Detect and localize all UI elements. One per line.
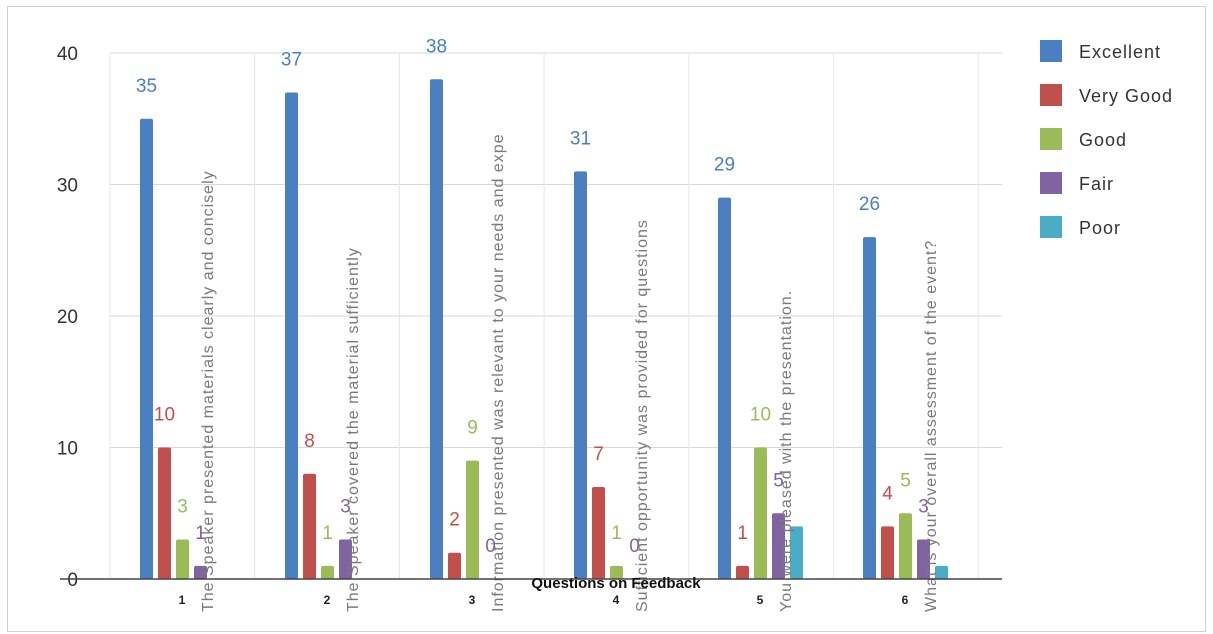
bar-good — [321, 565, 334, 579]
y-tick-label: 10 — [57, 439, 78, 460]
x-axis-label: Questions on Feedback — [531, 575, 701, 592]
data-label: 1 — [195, 523, 206, 544]
data-label: 9 — [467, 418, 478, 439]
data-label: 35 — [136, 76, 157, 97]
chart-frame — [7, 6, 1206, 632]
data-label: 7 — [593, 444, 604, 465]
data-label: 5 — [773, 470, 784, 491]
data-label: 3 — [177, 497, 188, 518]
data-label: 4 — [882, 483, 893, 504]
question-label: You were pleased with the presentation. — [778, 290, 795, 612]
bar-very-good — [158, 447, 171, 579]
data-label: 3 — [340, 497, 351, 518]
question-label: What is your overall assessment of the e… — [923, 240, 940, 612]
bar-good — [899, 513, 912, 579]
y-tick-label: 30 — [57, 176, 78, 197]
data-label: 1 — [737, 523, 748, 544]
bar-excellent — [718, 197, 731, 579]
bar-good — [754, 447, 767, 579]
legend-swatch — [1040, 84, 1062, 106]
data-label: 10 — [750, 405, 771, 426]
bar-fair — [772, 513, 785, 579]
question-label: The Speaker presented materials clearly … — [200, 170, 217, 612]
data-label: 37 — [281, 49, 302, 70]
data-label: 0 — [485, 536, 496, 557]
legend-swatch — [1040, 40, 1062, 62]
x-tick-label: 5 — [757, 593, 764, 607]
question-label: Information presented was relevant to yo… — [490, 133, 507, 612]
legend-swatch — [1040, 128, 1062, 150]
data-label: 29 — [714, 155, 735, 176]
data-label: 0 — [629, 536, 640, 557]
question-label: The Speaker covered the material suffici… — [345, 247, 362, 612]
legend-label: Poor — [1079, 218, 1121, 238]
bar-very-good — [448, 552, 461, 579]
data-label: 31 — [570, 128, 591, 149]
x-tick-label: 2 — [324, 593, 331, 607]
bar-fair — [194, 565, 207, 579]
x-tick-label: 3 — [469, 593, 476, 607]
y-tick-label: 20 — [57, 307, 78, 328]
bar-excellent — [430, 79, 443, 580]
legend-swatch — [1040, 216, 1062, 238]
bar-very-good — [881, 526, 894, 579]
x-tick-label: 1 — [179, 593, 186, 607]
data-label: 38 — [426, 36, 447, 57]
data-label: 2 — [449, 510, 460, 531]
y-tick-label: 40 — [57, 44, 78, 65]
bar-excellent — [863, 237, 876, 579]
bar-very-good — [303, 473, 316, 579]
data-label: 5 — [900, 470, 911, 491]
bar-excellent — [574, 171, 587, 579]
x-tick-label: 4 — [613, 593, 620, 607]
bar-fair — [339, 539, 352, 579]
question-label: Sufficient opportunity was provided for … — [634, 219, 651, 612]
legend-swatch — [1040, 172, 1062, 194]
data-label: 1 — [322, 523, 333, 544]
legend-label: Excellent — [1079, 42, 1161, 62]
data-label: 3 — [918, 497, 929, 518]
legend-label: Good — [1079, 130, 1127, 150]
y-tick-label: 0 — [67, 570, 78, 591]
data-label: 10 — [154, 405, 175, 426]
x-tick-label: 6 — [902, 593, 909, 607]
bar-poor — [935, 565, 948, 579]
bar-very-good — [736, 565, 749, 579]
legend-label: Very Good — [1079, 86, 1173, 106]
bar-fair — [917, 539, 930, 579]
data-label: 1 — [611, 523, 622, 544]
bar-excellent — [285, 92, 298, 579]
legend-label: Fair — [1079, 174, 1114, 194]
bar-very-good — [592, 486, 605, 579]
bar-good — [466, 460, 479, 579]
data-label: 8 — [304, 431, 315, 452]
data-label: 26 — [859, 194, 880, 215]
bar-excellent — [140, 118, 153, 579]
bar-poor — [790, 526, 803, 579]
bar-good — [176, 539, 189, 579]
bar-good — [610, 565, 623, 579]
